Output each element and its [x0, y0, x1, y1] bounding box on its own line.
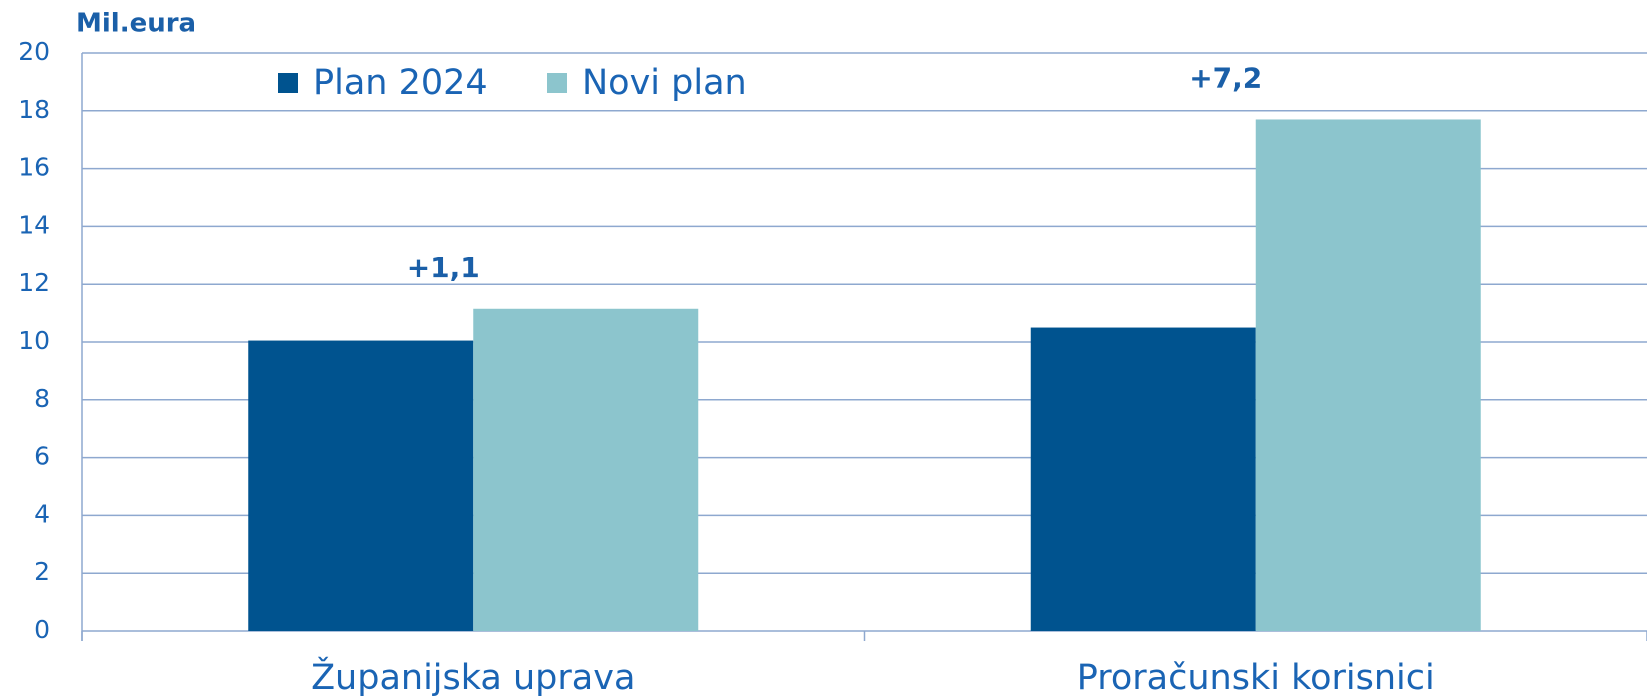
y-tick-label: 4 [34, 499, 50, 528]
bar [473, 308, 699, 631]
bar [1030, 327, 1256, 631]
x-tick-label: Proračunski korisnici [1077, 658, 1435, 698]
y-tick-label: 2 [34, 557, 50, 586]
y-tick-label: 0 [34, 615, 50, 644]
annotation: +1,1 [407, 251, 480, 284]
x-tick-label: Županijska uprava [311, 656, 635, 698]
y-tick-label: 16 [18, 153, 50, 182]
y-tick-label: 14 [18, 210, 50, 239]
y-tick-label: 10 [18, 326, 50, 355]
y-tick-label: 18 [18, 95, 50, 124]
bar [248, 340, 474, 631]
y-axis-title: Mil.eura [76, 9, 196, 39]
legend-swatch [278, 73, 298, 93]
legend-label: Plan 2024 [313, 63, 488, 103]
legend-label: Novi plan [582, 63, 747, 103]
y-tick-label: 12 [18, 268, 50, 297]
annotation: +7,2 [1189, 61, 1262, 94]
y-tick-label: 20 [18, 37, 50, 66]
bar [1255, 119, 1481, 631]
legend-swatch [547, 73, 567, 93]
y-tick-label: 8 [34, 384, 50, 413]
y-tick-label: 6 [34, 442, 50, 471]
